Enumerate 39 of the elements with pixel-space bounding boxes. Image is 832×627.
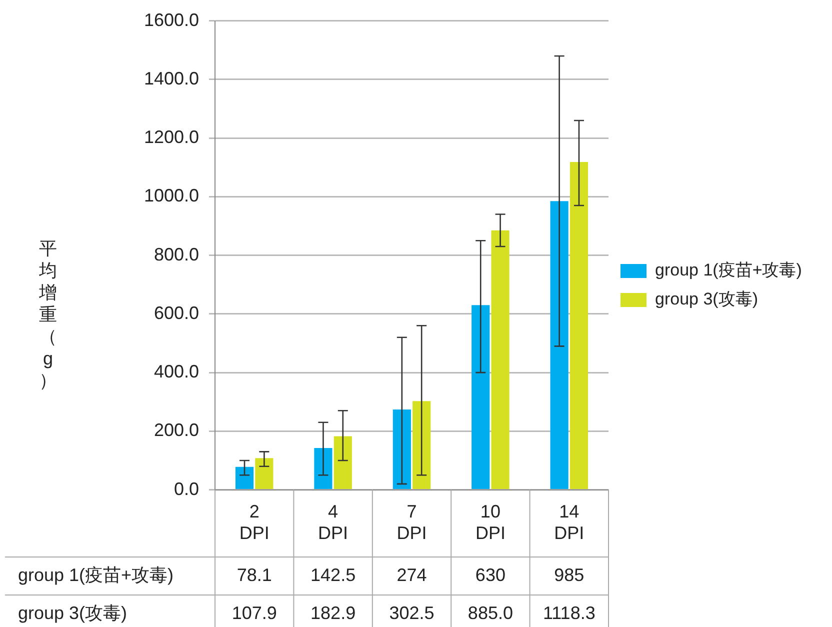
bar — [314, 448, 332, 490]
data-label: 1118.3 — [542, 602, 596, 623]
bar — [255, 458, 274, 490]
x-tick-label: 7 DPI — [396, 502, 427, 544]
bar — [412, 401, 431, 490]
bar — [235, 466, 254, 490]
legend-label: group 1(疫苗+攻毒) — [655, 260, 802, 280]
y-tick-label: 1400.0 — [144, 68, 199, 88]
y-tick-label: 800.0 — [154, 244, 199, 264]
data-label: 182.9 — [310, 602, 356, 623]
text: group 3(攻毒) — [18, 602, 128, 623]
y-tick-label: 1200.0 — [144, 127, 199, 148]
data-label: 142.5 — [310, 564, 356, 585]
x-tick-label: 10 DPI — [475, 502, 506, 544]
bar — [491, 230, 510, 490]
data-label: 78.1 — [236, 564, 272, 585]
y-tick-label: 1000.0 — [144, 186, 199, 206]
y-axis-title: 平均增重（g） — [38, 238, 57, 390]
y-tick-label: 0.0 — [174, 478, 199, 499]
bar — [334, 436, 352, 490]
data-label: 107.9 — [232, 602, 277, 623]
text: group 1(疫苗+攻毒) — [18, 564, 174, 585]
data-label: 302.5 — [389, 602, 434, 623]
data-label: 985 — [554, 564, 584, 585]
data-label: 630 — [475, 564, 506, 585]
bar — [570, 162, 588, 490]
data-label: 274 — [396, 564, 427, 585]
legend-label: group 3(攻毒) — [655, 290, 758, 309]
bar — [472, 305, 490, 490]
y-tick-label: 1600.0 — [144, 10, 199, 30]
bar — [550, 201, 568, 490]
data-label: 885.0 — [468, 602, 513, 623]
y-tick-label: 400.0 — [154, 362, 199, 382]
y-tick-label: 600.0 — [154, 302, 199, 323]
x-tick-label: 2 DPI — [239, 502, 270, 544]
y-tick-label: 200.0 — [154, 420, 199, 440]
x-tick-label: 14 DPI — [554, 502, 584, 544]
x-tick-label: 4 DPI — [318, 502, 348, 544]
bar — [392, 409, 411, 490]
